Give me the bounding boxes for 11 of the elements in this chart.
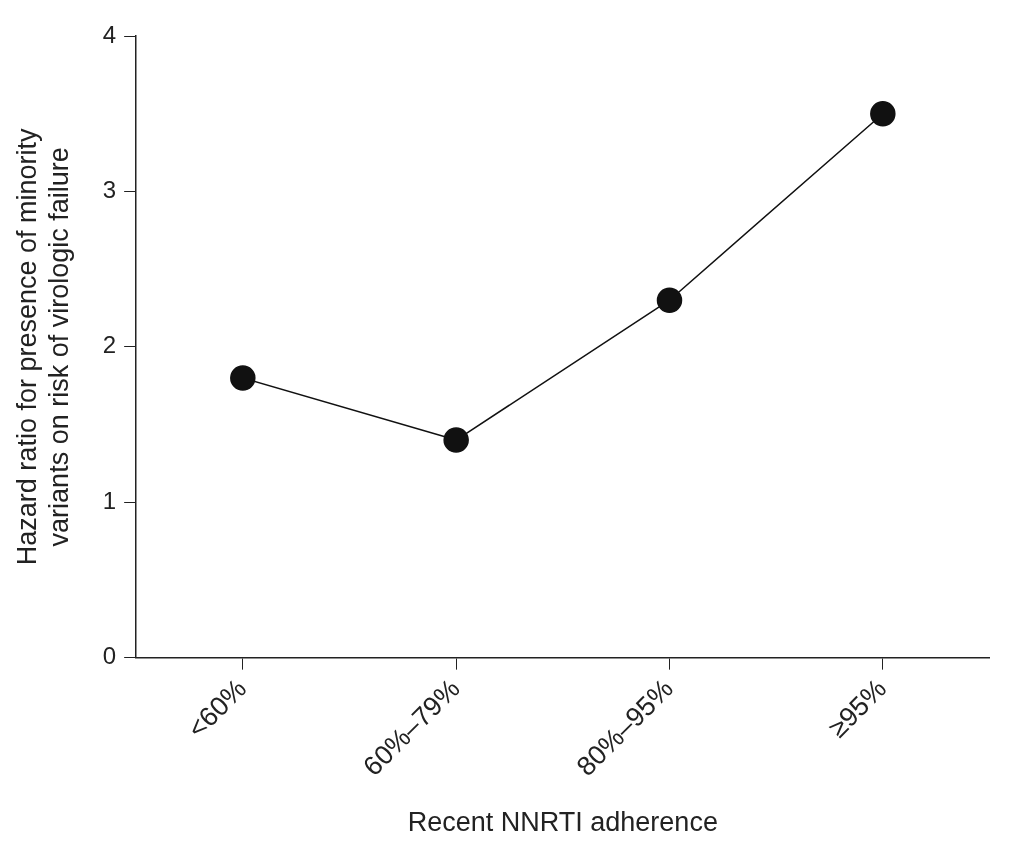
point — [870, 100, 896, 127]
y-tick-label: 3 — [102, 176, 117, 204]
x-axis-title: Recent NNRTI adherence — [407, 807, 718, 838]
y-axis-title: Hazard ratio for presence of minority variants on risk of virologic failure — [11, 127, 75, 566]
y-tick-label: 1 — [102, 486, 117, 514]
point — [443, 427, 469, 453]
point — [656, 287, 683, 313]
y-tick-label: 0 — [102, 642, 117, 670]
y-tick-label: 4 — [102, 20, 117, 48]
y-tick-label: 2 — [102, 331, 117, 359]
point — [230, 365, 256, 391]
